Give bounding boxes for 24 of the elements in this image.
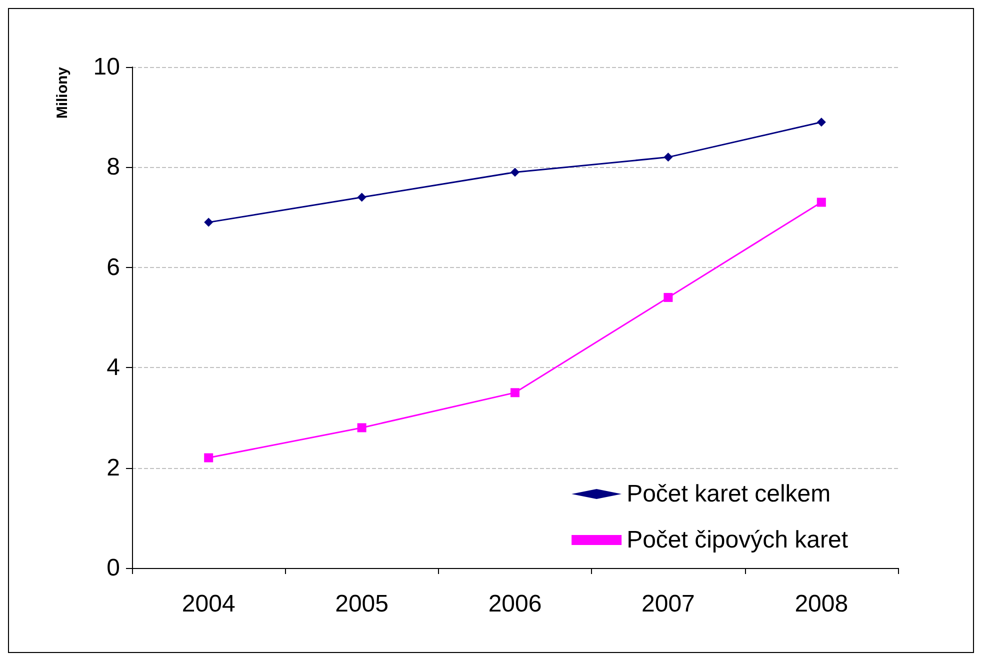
x-tick-label: 2008 [794,590,848,618]
point [664,292,673,302]
y-axis-title: Miliony [54,66,71,119]
point [510,168,520,177]
y-tick-label: 4 [106,354,120,382]
point [204,453,214,462]
point [510,388,520,398]
y-tick-label: 2 [106,454,120,482]
y-tick-label: 0 [106,554,120,582]
point [357,192,366,202]
legend-label: Počet karet celkem [626,480,831,508]
point [664,152,673,162]
y-tick-label: 6 [106,254,120,281]
point [816,198,826,207]
x-tick-label: 2006 [488,590,542,618]
y-tick-label: 10 [93,54,120,80]
x-tick-label: 2004 [182,590,236,618]
x-tick-label: 2007 [642,590,695,618]
point [816,118,826,127]
x-tick-label: 2005 [335,590,388,618]
point [357,423,366,432]
y-tick-label: 8 [106,154,120,181]
point [204,218,214,227]
legend-label: Počet čipových karet [626,526,848,554]
